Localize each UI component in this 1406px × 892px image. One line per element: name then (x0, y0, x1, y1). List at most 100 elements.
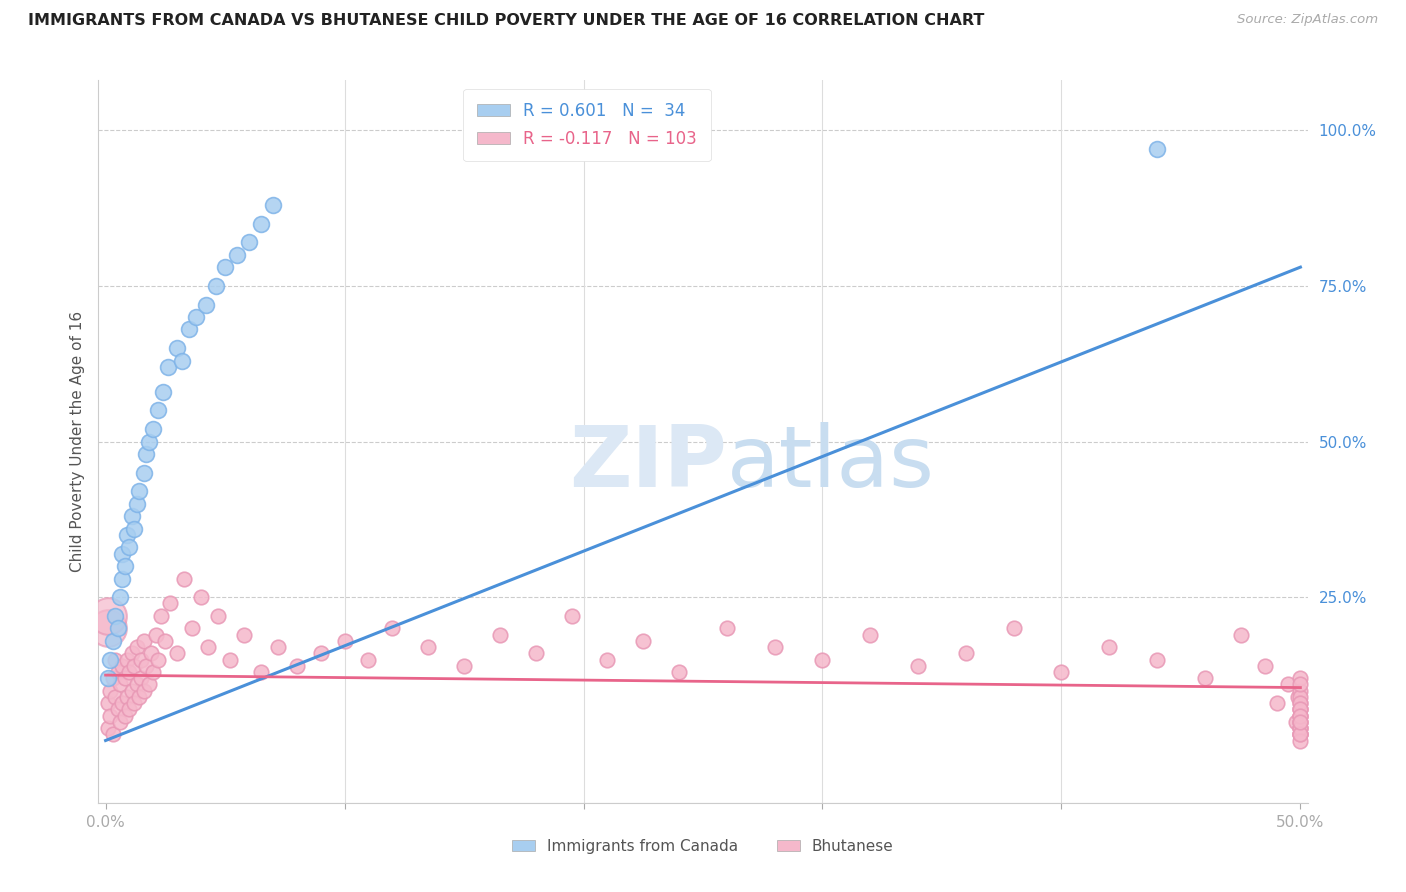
Point (226, 248, 249, 262)
Point (98, 683, 121, 698)
Point (1289, 714, 1312, 729)
Point (955, 646, 977, 660)
Point (121, 509, 143, 524)
Point (763, 640, 786, 654)
Point (135, 658, 157, 673)
Point (1289, 708, 1312, 723)
Point (207, 609, 229, 624)
Point (107, 665, 129, 679)
Point (186, 310, 208, 324)
Point (128, 484, 150, 499)
Point (190, 591, 212, 605)
Point (108, 677, 131, 691)
Point (1289, 702, 1312, 716)
Point (107, 702, 129, 716)
Point (596, 652, 619, 666)
Point (122, 696, 145, 710)
Point (524, 646, 547, 660)
Point (233, 627, 256, 641)
Point (1050, 665, 1073, 679)
Point (132, 633, 155, 648)
Text: ZIP: ZIP (569, 422, 727, 505)
Point (170, 353, 193, 368)
Point (262, 198, 284, 212)
Point (98, 652, 121, 666)
Point (125, 677, 148, 691)
Point (453, 658, 475, 673)
Point (309, 646, 332, 660)
Point (131, 671, 153, 685)
Point (1289, 727, 1312, 741)
Point (668, 665, 690, 679)
Point (132, 683, 155, 698)
Point (1194, 671, 1216, 685)
Point (1289, 721, 1312, 735)
Point (114, 708, 136, 723)
Point (250, 217, 273, 231)
Point (194, 297, 217, 311)
Point (381, 621, 404, 635)
Point (633, 633, 655, 648)
Text: atlas: atlas (727, 422, 935, 505)
Point (139, 646, 162, 660)
Point (333, 633, 356, 648)
Point (1289, 727, 1312, 741)
Point (1289, 714, 1312, 729)
Point (1277, 677, 1299, 691)
Point (1289, 708, 1312, 723)
Point (128, 690, 150, 704)
Point (132, 466, 155, 480)
Point (111, 658, 134, 673)
Point (118, 702, 141, 716)
Point (142, 665, 165, 679)
Point (156, 359, 179, 374)
Point (1289, 696, 1312, 710)
Point (146, 403, 169, 417)
Point (135, 447, 157, 461)
Point (1289, 702, 1312, 716)
Point (115, 690, 138, 704)
Point (238, 235, 260, 250)
Point (1289, 714, 1312, 729)
Point (118, 541, 141, 555)
Point (561, 609, 583, 624)
Point (138, 677, 160, 691)
Point (121, 646, 143, 660)
Point (166, 646, 188, 660)
Point (173, 572, 195, 586)
Point (166, 341, 188, 355)
Point (114, 559, 136, 574)
Y-axis label: Child Poverty Under the Age of 16: Child Poverty Under the Age of 16 (69, 311, 84, 572)
Point (1146, 652, 1168, 666)
Point (1289, 708, 1312, 723)
Point (1289, 671, 1312, 685)
Point (1265, 696, 1288, 710)
Point (107, 621, 129, 635)
Point (97, 696, 120, 710)
Point (907, 658, 929, 673)
Text: Source: ZipAtlas.com: Source: ZipAtlas.com (1237, 13, 1378, 27)
Point (1289, 721, 1312, 735)
Point (101, 671, 124, 685)
Point (1289, 702, 1312, 716)
Point (104, 652, 127, 666)
Point (1146, 142, 1168, 156)
Point (125, 497, 148, 511)
Point (97, 671, 120, 685)
Point (104, 609, 127, 624)
Point (108, 591, 131, 605)
Point (108, 714, 131, 729)
Point (859, 627, 882, 641)
Point (1289, 690, 1312, 704)
Point (114, 671, 136, 685)
Point (1289, 721, 1312, 735)
Point (1098, 640, 1121, 654)
Point (1289, 677, 1312, 691)
Point (811, 652, 834, 666)
Point (101, 727, 124, 741)
Point (179, 322, 201, 336)
Point (1286, 690, 1309, 704)
Point (1289, 683, 1312, 698)
Point (266, 640, 288, 654)
Point (101, 633, 124, 648)
